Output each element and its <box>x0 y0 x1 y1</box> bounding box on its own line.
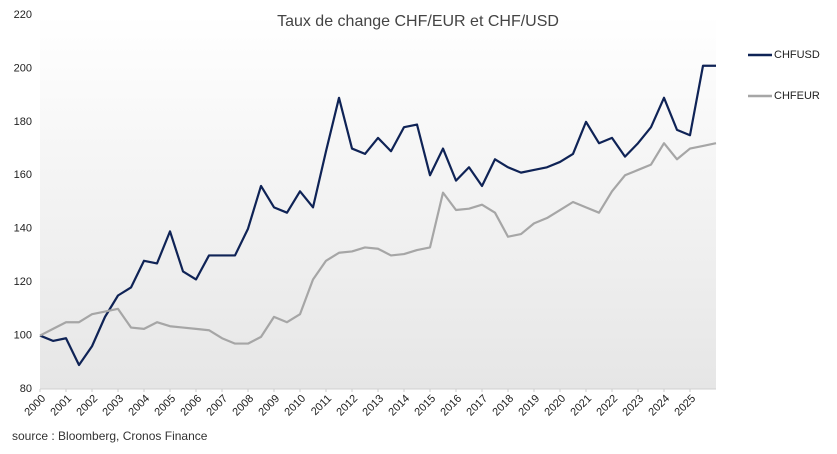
x-tick-label: 2002 <box>74 393 100 419</box>
y-tick-label: 200 <box>14 62 32 74</box>
y-tick-label: 100 <box>14 329 32 341</box>
x-tick-label: 2024 <box>646 393 672 419</box>
x-tick-label: 2015 <box>412 393 438 419</box>
legend-label: CHFUSD <box>774 49 820 61</box>
x-tick-label: 2010 <box>282 393 308 419</box>
x-tick-label: 2022 <box>594 393 620 419</box>
y-tick-label: 140 <box>14 223 32 235</box>
x-tick-label: 2019 <box>516 393 542 419</box>
y-tick-label: 180 <box>14 116 32 128</box>
x-tick-label: 2009 <box>256 393 282 419</box>
legend-label: CHFEUR <box>774 90 820 102</box>
line-series <box>39 142 717 345</box>
x-tick-label: 2011 <box>309 393 334 418</box>
x-tick-label: 2021 <box>568 393 594 419</box>
x-tick-label: 2004 <box>126 393 152 419</box>
x-tick-label: 2008 <box>230 393 256 419</box>
source: source : Bloomberg, Cronos Finance <box>12 429 208 443</box>
y-tick-label: 120 <box>14 276 32 288</box>
x-tick-label: 2016 <box>438 393 464 419</box>
x-tick-label: 2018 <box>490 393 516 419</box>
plot-background <box>40 15 716 389</box>
y-tick-label: 220 <box>14 9 32 21</box>
x-tick-label: 2003 <box>100 393 126 419</box>
line-series <box>39 64 716 367</box>
x-tick-label: 2023 <box>620 393 646 419</box>
x-tick-label: 2007 <box>204 393 230 419</box>
x-tick-label: 2005 <box>152 393 178 419</box>
x-tick-label: 2017 <box>464 393 490 419</box>
x-tick-label: 2006 <box>178 393 204 419</box>
x-tick-label: 2025 <box>672 393 698 419</box>
y-tick-label: 80 <box>20 383 32 395</box>
x-tick-label: 2020 <box>542 393 568 419</box>
x-tick-label: 2012 <box>334 393 360 419</box>
x-tick-label: 2014 <box>386 393 412 419</box>
y-tick-label: 160 <box>14 169 32 181</box>
x-tick-label: 2013 <box>360 393 386 419</box>
chart-title: Taux de change CHF/EUR et CHF/USD <box>277 13 559 30</box>
x-tick-label: 2001 <box>48 393 74 419</box>
x-tick-label: 2000 <box>22 393 48 419</box>
